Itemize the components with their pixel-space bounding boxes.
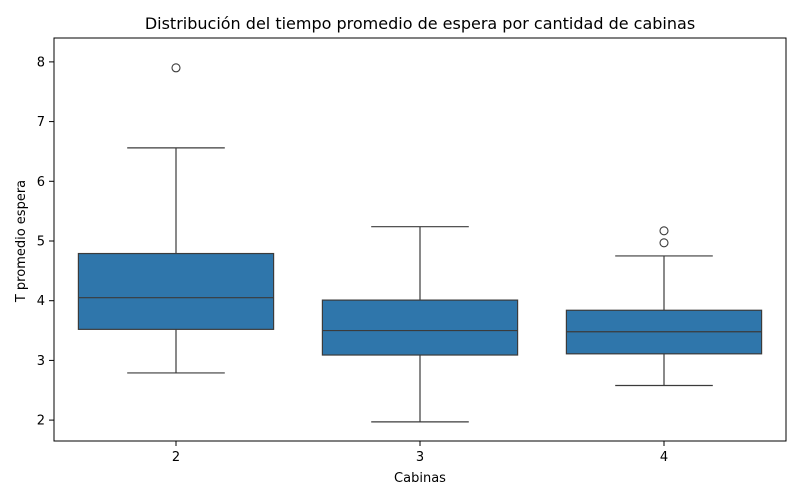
- outlier-point: [171, 63, 181, 73]
- outlier-point: [659, 238, 669, 248]
- x-tick-label: 3: [416, 450, 424, 465]
- y-tick-label: 7: [37, 115, 45, 130]
- y-tick-label: 4: [37, 294, 45, 309]
- x-tick-label: 4: [660, 450, 668, 465]
- iqr-box: [321, 299, 519, 356]
- plot-area: 2 3 4 5 6 7 8 2 3 4: [37, 37, 787, 465]
- outlier-point: [659, 226, 669, 236]
- y-tick-label: 2: [37, 414, 45, 429]
- y-tick-label: 8: [37, 55, 45, 70]
- y-tick-label: 6: [37, 175, 45, 190]
- x-axis-label: Cabinas: [394, 471, 446, 486]
- chart-title: Distribución del tiempo promedio de espe…: [145, 14, 695, 33]
- iqr-box: [77, 252, 275, 330]
- y-axis-label: T promedio espera: [14, 180, 29, 303]
- plot-frame: [53, 37, 787, 442]
- x-tick-label: 2: [172, 450, 180, 465]
- y-tick-label: 5: [37, 234, 45, 249]
- y-tick-label: 3: [37, 354, 45, 369]
